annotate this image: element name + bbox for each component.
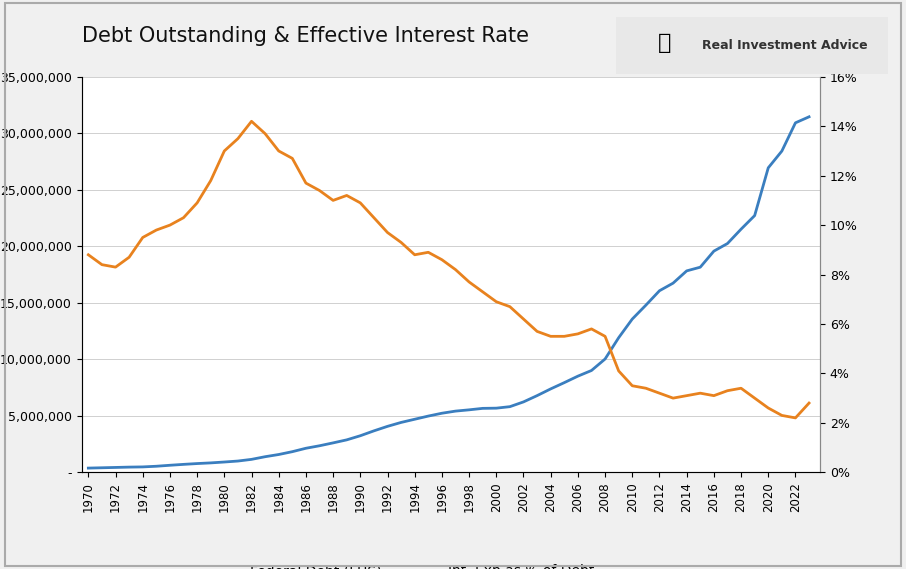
Text: Debt Outstanding & Effective Interest Rate: Debt Outstanding & Effective Interest Ra… [82,26,528,46]
Text: Real Investment Advice: Real Investment Advice [702,39,867,52]
Text: 🦅: 🦅 [659,32,671,53]
Legend: Federal Debt (LHS), Int. Exp as % of Debt: Federal Debt (LHS), Int. Exp as % of Deb… [198,559,600,569]
